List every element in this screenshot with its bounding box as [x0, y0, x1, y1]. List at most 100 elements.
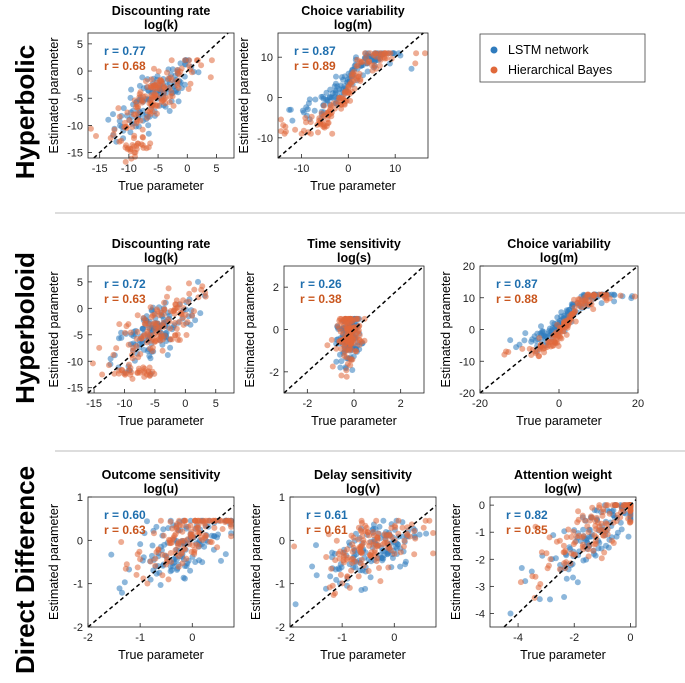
r-value-lstm: r = 0.61: [306, 508, 348, 522]
point-hb: [135, 354, 142, 361]
y-tick-label: 10: [261, 52, 273, 64]
y-axis-label: Estimated parameter: [449, 504, 463, 620]
y-tick-label: 20: [463, 261, 475, 273]
point-hb: [568, 534, 575, 540]
point-hb: [110, 131, 117, 138]
point-lstm: [610, 291, 617, 298]
point-hb: [349, 356, 356, 363]
point-lstm: [547, 596, 553, 603]
point-hb: [545, 562, 552, 569]
x-tick-label: -5: [150, 398, 160, 410]
point-hb: [349, 70, 356, 77]
point-lstm: [309, 563, 316, 570]
point-lstm: [157, 582, 164, 588]
point-hb: [565, 526, 572, 533]
point-hb: [572, 539, 578, 546]
point-hb: [185, 523, 192, 530]
point-lstm: [311, 107, 318, 114]
point-hb: [175, 84, 182, 91]
x-tick-label: 0: [184, 163, 190, 175]
x-tick-label: -10: [293, 163, 309, 175]
point-lstm: [368, 558, 375, 565]
point-hb: [161, 83, 168, 90]
point-lstm: [529, 336, 536, 343]
point-hb: [175, 540, 182, 547]
point-lstm: [397, 563, 404, 570]
point-hb: [188, 548, 195, 555]
y-axis-label: Estimated parameter: [249, 504, 263, 620]
point-hb: [413, 50, 420, 57]
y-tick-label: -10: [67, 120, 83, 132]
point-hb: [532, 348, 539, 355]
point-hb: [378, 50, 385, 57]
point-lstm: [303, 104, 310, 111]
point-hb: [140, 134, 146, 141]
y-tick-label: -1: [475, 527, 485, 539]
point-hb: [186, 290, 193, 297]
y-tick-label: 0: [273, 325, 279, 337]
point-hb: [332, 557, 339, 564]
point-hb: [323, 554, 330, 560]
point-hb: [553, 337, 560, 344]
y-tick-label: 10: [463, 293, 475, 305]
point-hb: [123, 561, 130, 568]
point-hb: [167, 325, 174, 332]
point-hb: [171, 310, 178, 317]
row-label-hyperbolic: Hyperbolic: [10, 45, 40, 179]
point-hb: [167, 336, 174, 343]
y-tick-label: -15: [67, 148, 83, 160]
point-hb: [111, 370, 118, 377]
point-lstm: [121, 579, 128, 586]
point-lstm: [167, 344, 174, 351]
point-lstm: [119, 589, 125, 596]
point-hb: [186, 62, 193, 69]
point-hb: [349, 541, 356, 548]
r-value-lstm: r = 0.26: [300, 277, 342, 291]
point-lstm: [613, 533, 620, 540]
point-hb: [152, 555, 159, 562]
point-hb: [617, 292, 624, 299]
row-label-hyperboloid: Hyperboloid: [10, 252, 40, 404]
point-hb: [115, 105, 122, 112]
point-hb: [307, 119, 314, 126]
identity-line: [503, 499, 637, 628]
point-hb: [580, 546, 587, 553]
point-hb: [333, 345, 340, 352]
point-hb: [380, 541, 387, 548]
r-value-lstm: r = 0.77: [104, 44, 146, 58]
point-hb: [353, 315, 360, 322]
point-hb: [127, 329, 134, 336]
point-hb: [376, 62, 383, 69]
point-hb: [395, 517, 402, 524]
point-hb: [366, 542, 373, 549]
point-hb: [324, 342, 331, 349]
point-lstm: [598, 300, 605, 307]
point-lstm: [166, 108, 173, 114]
point-hb: [352, 348, 359, 355]
point-hb: [291, 543, 298, 550]
point-hb: [517, 579, 524, 586]
point-lstm: [167, 568, 174, 575]
point-hb: [163, 552, 170, 559]
x-axis-label: True parameter: [118, 179, 204, 193]
point-hb: [546, 338, 553, 345]
point-hb: [563, 331, 570, 338]
point-hb: [342, 98, 349, 105]
point-hb: [328, 565, 335, 572]
point-hb: [298, 130, 305, 137]
point-hb: [503, 348, 509, 355]
point-hb: [113, 345, 120, 352]
point-hb: [128, 369, 135, 376]
point-lstm: [611, 298, 618, 305]
x-tick-label: 5: [213, 398, 219, 410]
point-hb: [588, 513, 595, 520]
point-hb: [119, 367, 125, 373]
point-hb: [183, 555, 190, 562]
point-hb: [584, 523, 591, 530]
point-hb: [604, 521, 611, 528]
point-hb: [147, 558, 154, 565]
point-lstm: [507, 610, 514, 617]
